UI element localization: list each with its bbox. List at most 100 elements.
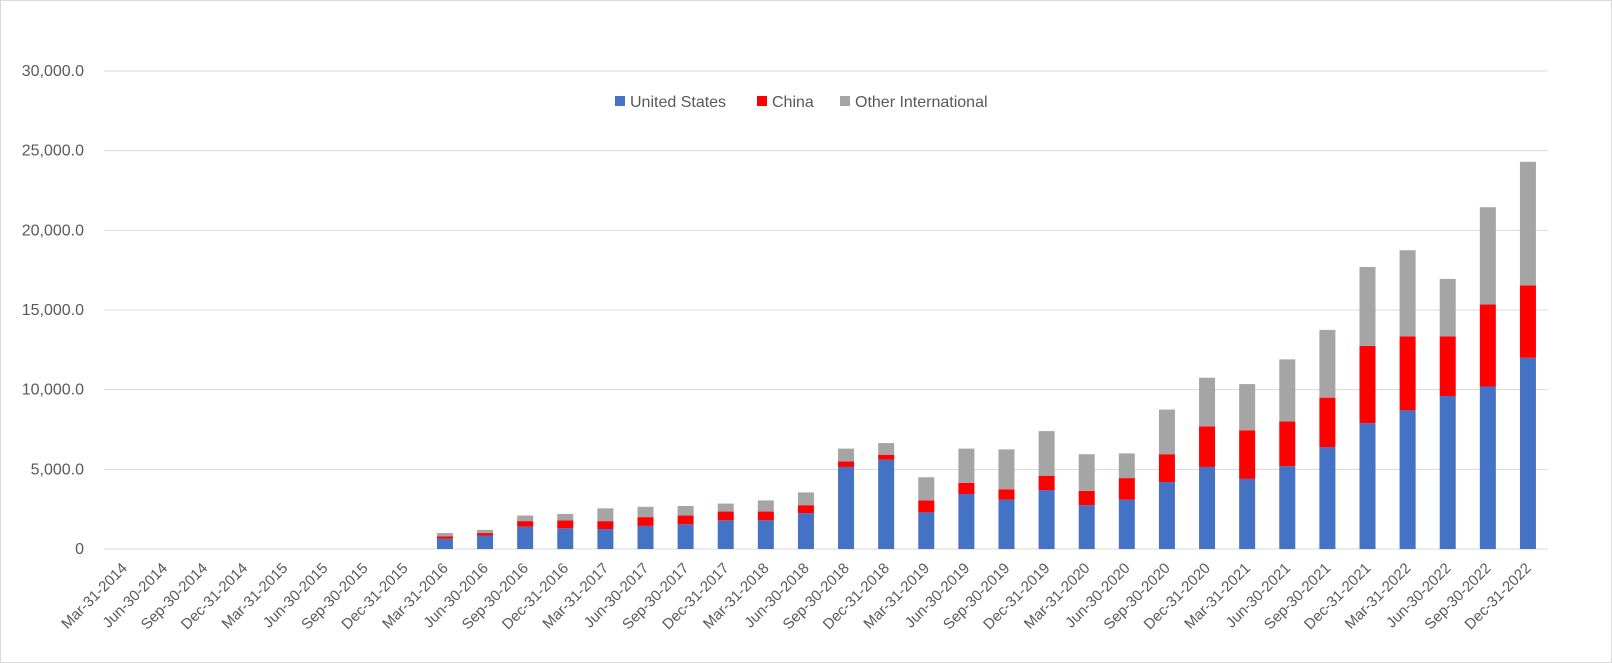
bar-united-states bbox=[878, 459, 895, 549]
bar-other-international bbox=[838, 448, 855, 462]
bar-united-states bbox=[1199, 466, 1216, 549]
bar-china bbox=[1078, 490, 1095, 506]
bar-other-international bbox=[717, 503, 734, 512]
bar-china bbox=[1319, 397, 1336, 448]
bar-united-states bbox=[1038, 490, 1055, 549]
bar-united-states bbox=[998, 499, 1015, 549]
bar-united-states bbox=[757, 520, 774, 549]
bar-china bbox=[717, 511, 734, 521]
bar-other-international bbox=[637, 506, 654, 518]
bar-united-states bbox=[1078, 505, 1095, 549]
y-tick-label: 20,000.0 bbox=[22, 222, 84, 239]
bar-other-international bbox=[958, 448, 975, 483]
bar-china bbox=[1519, 285, 1536, 358]
bar-china bbox=[1279, 421, 1296, 467]
y-tick-label: 10,000.0 bbox=[22, 382, 84, 399]
bar-other-international bbox=[1439, 278, 1456, 337]
bar-united-states bbox=[517, 526, 534, 549]
bar-united-states bbox=[1279, 466, 1296, 549]
bar-china bbox=[1479, 304, 1496, 387]
bar-united-states bbox=[436, 538, 453, 549]
bar-china bbox=[838, 461, 855, 467]
gridlines bbox=[104, 70, 1548, 550]
bar-other-international bbox=[517, 515, 534, 522]
y-tick-label: 30,000.0 bbox=[22, 63, 84, 80]
bar-united-states bbox=[1439, 396, 1456, 549]
bar-united-states bbox=[958, 494, 975, 549]
bar-china bbox=[1038, 475, 1055, 491]
bar-united-states bbox=[1319, 447, 1336, 549]
bar-other-international bbox=[1519, 161, 1536, 286]
bar-china bbox=[1359, 345, 1376, 424]
bar-china bbox=[517, 521, 534, 527]
bar-china bbox=[1199, 426, 1216, 467]
bar-united-states bbox=[637, 525, 654, 549]
bar-united-states bbox=[838, 466, 855, 549]
bars bbox=[436, 161, 1536, 549]
bar-other-international bbox=[1118, 453, 1135, 479]
bar-china bbox=[1439, 336, 1456, 397]
bar-united-states bbox=[1519, 357, 1536, 549]
bar-china bbox=[878, 454, 895, 460]
legend-swatch bbox=[615, 96, 625, 106]
y-tick-label: 0 bbox=[75, 541, 84, 558]
bar-other-international bbox=[757, 500, 774, 512]
bar-united-states bbox=[477, 535, 494, 549]
bar-other-international bbox=[1319, 329, 1336, 398]
bar-china bbox=[998, 489, 1015, 500]
bar-china bbox=[436, 536, 453, 539]
bar-united-states bbox=[597, 529, 614, 549]
bar-united-states bbox=[1479, 386, 1496, 549]
legend-swatch bbox=[840, 96, 850, 106]
bar-united-states bbox=[1239, 478, 1256, 549]
bar-other-international bbox=[1199, 377, 1216, 427]
bar-china bbox=[1118, 478, 1135, 500]
bar-united-states bbox=[677, 524, 694, 549]
bar-other-international bbox=[1158, 409, 1175, 455]
legend: United States China Other International bbox=[615, 94, 988, 111]
bar-other-international bbox=[1239, 384, 1256, 431]
bar-china bbox=[1158, 454, 1175, 483]
bar-united-states bbox=[557, 528, 574, 549]
bar-other-international bbox=[677, 505, 694, 516]
legend-label: Other International bbox=[855, 94, 988, 111]
y-axis-ticks: 0 5,000.0 10,000.0 15,000.0 20,000.0 25,000.0… bbox=[22, 63, 84, 558]
bar-united-states bbox=[1399, 410, 1416, 549]
legend-label: United States bbox=[630, 94, 726, 111]
y-tick-label: 15,000.0 bbox=[22, 302, 84, 319]
bar-china bbox=[1239, 430, 1256, 479]
bar-united-states bbox=[1158, 482, 1175, 549]
bar-china bbox=[958, 482, 975, 495]
bar-china bbox=[557, 520, 574, 529]
bar-other-international bbox=[597, 508, 614, 522]
bar-other-international bbox=[998, 449, 1015, 490]
x-axis-ticks: Mar-31-2014Jun-30-2014Sep-30-2014Dec-31-… bbox=[58, 560, 1535, 633]
bar-other-international bbox=[477, 529, 494, 534]
bar-other-international bbox=[918, 477, 935, 501]
bar-united-states bbox=[717, 520, 734, 549]
bar-united-states bbox=[1118, 499, 1135, 549]
bar-china bbox=[757, 511, 774, 521]
bar-other-international bbox=[1078, 454, 1095, 491]
bar-united-states bbox=[918, 512, 935, 549]
bar-china bbox=[597, 521, 614, 530]
bar-other-international bbox=[436, 533, 453, 537]
bar-china bbox=[677, 515, 694, 525]
bar-other-international bbox=[557, 513, 574, 521]
bar-other-international bbox=[878, 443, 895, 455]
y-tick-label: 25,000.0 bbox=[22, 143, 84, 160]
bar-other-international bbox=[1479, 207, 1496, 305]
bar-united-states bbox=[1359, 423, 1376, 549]
bar-other-international bbox=[1038, 431, 1055, 476]
y-tick-label: 5,000.0 bbox=[31, 461, 84, 478]
legend-label: China bbox=[772, 94, 814, 111]
bar-other-international bbox=[1359, 266, 1376, 346]
bar-china bbox=[918, 500, 935, 513]
legend-swatch bbox=[757, 96, 767, 106]
bar-china bbox=[797, 505, 814, 514]
bar-other-international bbox=[797, 492, 814, 506]
bar-united-states bbox=[797, 513, 814, 549]
bar-china bbox=[637, 517, 654, 526]
